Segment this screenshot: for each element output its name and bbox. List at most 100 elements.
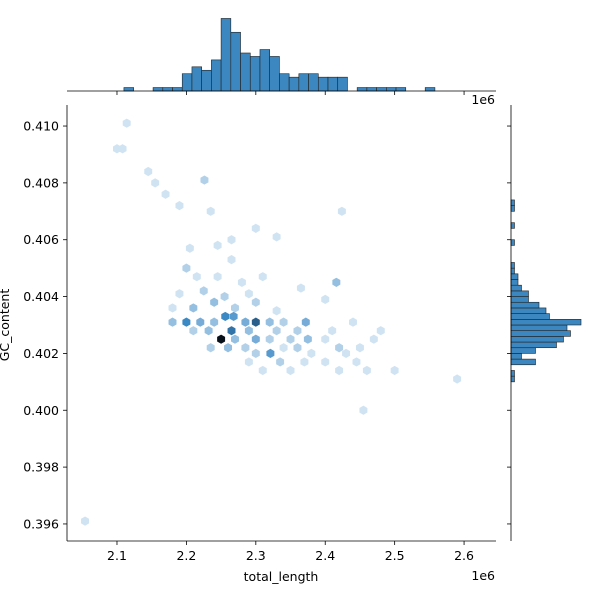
histogram-bar: [162, 87, 173, 92]
hex-bin: [265, 334, 274, 344]
x-tick-label: 2.5: [385, 548, 405, 563]
histogram-bar: [211, 59, 222, 92]
hex-bin: [196, 317, 205, 327]
hex-bin: [335, 343, 344, 353]
y-tick-label: 0.406: [23, 232, 59, 247]
histogram-bar: [510, 307, 547, 314]
hex-bin: [266, 348, 275, 359]
hex-bin: [337, 206, 346, 216]
histogram-bar: [510, 301, 540, 309]
hex-bin: [276, 357, 285, 367]
hex-bin: [151, 178, 160, 188]
top-offset-label: 1e6: [471, 92, 495, 107]
histogram-bar: [123, 87, 134, 92]
hex-bin: [332, 277, 341, 287]
histogram-bar: [201, 69, 212, 92]
histogram-bar: [510, 336, 564, 343]
hex-bin: [206, 343, 215, 353]
histogram-bar: [510, 324, 568, 331]
histogram-bar: [510, 267, 515, 275]
hex-bin: [221, 311, 230, 322]
histogram-bar: [510, 290, 529, 297]
hex-bin: [189, 303, 198, 313]
hex-bin: [251, 317, 260, 327]
y-tick-label: 0.404: [23, 289, 59, 304]
histogram-bar: [269, 56, 280, 92]
hex-bin: [229, 311, 238, 322]
hex-bin: [237, 277, 246, 287]
hex-bin: [161, 189, 170, 199]
hex-bin: [144, 166, 153, 177]
histogram-bar: [279, 73, 290, 92]
x-tick-label: 2.2: [176, 548, 196, 563]
hex-bin: [251, 334, 260, 344]
histogram-bar: [386, 87, 397, 92]
hex-bin: [258, 365, 267, 376]
histogram-bar: [259, 49, 270, 92]
histogram-bar: [510, 313, 550, 320]
hex-bin: [231, 303, 239, 313]
histogram-bar: [249, 56, 261, 92]
histogram-bar: [327, 76, 339, 92]
hex-bin: [296, 283, 305, 293]
hex-bin: [303, 334, 312, 344]
histogram-bar: [510, 353, 522, 360]
hex-bin: [251, 297, 260, 307]
hex-bin: [213, 272, 222, 282]
histogram-bar: [288, 76, 300, 92]
hex-bin: [213, 240, 222, 251]
histogram-bar: [510, 319, 582, 326]
histogram-bar: [395, 87, 407, 92]
hex-bin: [286, 334, 295, 344]
y-axis-label: GC_content: [0, 289, 12, 362]
hex-bin: [185, 243, 194, 253]
histogram-bar: [366, 87, 377, 92]
hex-bin: [204, 326, 213, 336]
hex-bin: [224, 343, 233, 353]
histogram-bar: [424, 87, 436, 92]
y-tick-label: 0.402: [23, 346, 59, 361]
x-offset-label: 1e6: [471, 568, 495, 583]
histogram-bar: [510, 199, 515, 206]
hex-bin: [217, 334, 226, 344]
histogram-bar: [510, 205, 515, 212]
histogram-bar: [240, 52, 251, 92]
hex-bin: [199, 286, 208, 296]
hex-bin: [307, 348, 316, 359]
hex-bin: [376, 326, 385, 336]
hex-bin: [301, 317, 310, 327]
histogram-bar: [220, 18, 232, 92]
hex-bin: [272, 232, 281, 242]
y-tick-label: 0.396: [23, 516, 59, 531]
hex-bin: [200, 175, 209, 185]
histogram-bar: [510, 279, 519, 286]
hex-bin: [122, 118, 131, 128]
histogram-bar: [298, 73, 309, 92]
x-tick-label: 2.1: [107, 548, 127, 563]
hex-bin: [279, 343, 288, 353]
histogram-bar: [510, 296, 529, 303]
histogram-bar: [308, 73, 319, 92]
histogram-bar: [376, 87, 387, 92]
hex-bin: [227, 235, 236, 245]
hex-bin: [81, 516, 90, 526]
hex-bin: [210, 297, 219, 307]
hex-bin: [227, 255, 236, 265]
hex-bin: [272, 306, 281, 316]
y-tick-label: 0.408: [23, 175, 59, 190]
x-tick-label: 2.6: [454, 548, 474, 563]
hex-bin: [227, 326, 236, 336]
x-axis-label: total_length: [244, 569, 319, 584]
hex-bin: [355, 343, 364, 353]
hex-bin: [168, 317, 177, 327]
hex-bin: [293, 326, 302, 336]
histogram-bar: [510, 239, 515, 246]
y-tick-label: 0.398: [23, 460, 59, 475]
hex-bin: [175, 201, 184, 211]
hex-bin: [210, 317, 219, 327]
histogram-bar: [356, 87, 368, 92]
hex-bin: [206, 206, 215, 216]
hex-bin: [182, 263, 191, 273]
hex-bin: [241, 317, 250, 327]
